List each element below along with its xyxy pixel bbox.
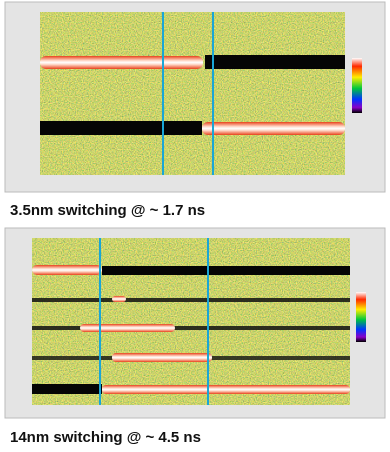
dark-band	[32, 298, 350, 302]
signal-band	[202, 122, 345, 135]
colorbar	[352, 58, 362, 113]
signal-band	[112, 353, 212, 362]
caption: 3.5nm switching @ ~ 1.7 ns	[10, 202, 205, 219]
signal-band	[40, 56, 203, 69]
signal-band	[32, 265, 102, 275]
dark-band	[205, 55, 345, 69]
signal-band	[102, 385, 350, 394]
signal-band	[80, 324, 175, 332]
spectrogram	[32, 238, 350, 405]
dark-band	[102, 266, 350, 275]
caption: 14nm switching @ ~ 4.5 ns	[10, 429, 201, 446]
dark-band	[32, 326, 350, 330]
spectrogram	[40, 12, 345, 175]
dark-band	[32, 384, 102, 394]
dark-band	[40, 121, 202, 135]
colorbar	[356, 292, 366, 342]
signal-band	[112, 296, 126, 302]
